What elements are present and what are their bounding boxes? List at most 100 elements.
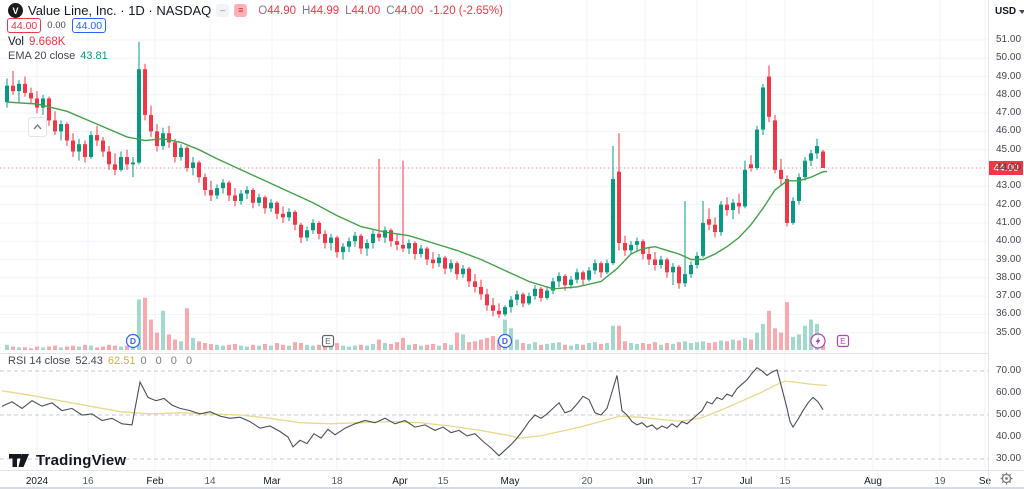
candle-body [197, 162, 201, 178]
volume-bar [41, 347, 45, 350]
volume-bar [455, 332, 459, 350]
time-axis-settings-button[interactable] [1000, 472, 1013, 489]
candle-body [245, 189, 249, 194]
candle-body [65, 124, 69, 141]
symbol-title[interactable]: Value Line, Inc. · 1D · NASDAQ [28, 3, 212, 18]
volume-bar [623, 341, 627, 350]
volume-bar [11, 346, 15, 350]
volume-bar [599, 343, 603, 350]
volume-bar [419, 345, 423, 350]
volume-bar [29, 348, 33, 350]
upcoming-earnings-icon[interactable] [836, 334, 850, 348]
volume-bar [371, 343, 375, 350]
dividend-marker-icon[interactable] [497, 333, 513, 349]
candle-body [767, 76, 771, 117]
volume-bar [491, 336, 495, 350]
volume-bar [761, 323, 765, 350]
candle-body [311, 222, 315, 231]
candle-body [251, 189, 255, 203]
candle-body [29, 92, 33, 99]
candle-body [305, 230, 309, 238]
dividend-marker-icon[interactable] [125, 333, 141, 349]
high-value: 44.99 [310, 4, 340, 17]
tradingview-mark-icon [9, 454, 29, 467]
volume-bar [53, 345, 57, 350]
ema-legend[interactable]: EMA 20 close 43.81 [8, 50, 108, 62]
candle-body [473, 281, 477, 287]
volume-bar [305, 344, 309, 350]
candle-body [173, 142, 177, 158]
volume-bar [749, 339, 753, 350]
candle-body [491, 305, 495, 311]
candle-body [629, 244, 633, 251]
collapse-chevron-button[interactable] [28, 117, 47, 137]
price-axis-label: 35.00 [996, 326, 1022, 338]
candle-body [353, 235, 357, 242]
menu-chip[interactable]: ≡ [234, 4, 248, 17]
time-axis-label: 15 [437, 476, 449, 487]
candle-body [617, 171, 621, 244]
candle-body [749, 164, 753, 168]
time-axis-label: Se [978, 476, 992, 487]
volume-bar [5, 344, 9, 350]
price-axis-border [988, 0, 989, 489]
candle-body [599, 263, 603, 273]
price-axis-label: 36.00 [996, 308, 1022, 320]
candle-body [371, 233, 375, 244]
candle-body [539, 288, 543, 298]
candle-body [119, 157, 123, 170]
candle-body [83, 144, 87, 158]
buy-button[interactable]: 44.00 [71, 18, 107, 33]
volume-bar [641, 343, 645, 350]
earnings-marker-icon[interactable] [321, 334, 335, 348]
volume-bar [347, 346, 351, 350]
candle-body [389, 230, 393, 242]
volume-bar [617, 325, 621, 350]
current-price-badge: 44.00 [989, 161, 1023, 175]
candle-body [107, 151, 111, 165]
volume-bar [317, 344, 321, 350]
candle-body [299, 224, 303, 238]
price-axis-label: 37.00 [996, 290, 1022, 302]
candle-body [185, 147, 189, 168]
volume-bar [689, 343, 693, 350]
volume-bar [233, 343, 237, 350]
volume-bar [581, 344, 585, 350]
candle-body [263, 197, 267, 209]
volume-bar [113, 345, 117, 350]
volume-legend[interactable]: Vol 9.668K [8, 36, 65, 48]
trade-buttons: 44.00 0.00 44.00 [7, 18, 107, 33]
candle-body [59, 124, 63, 132]
candle-body [503, 307, 507, 315]
sell-button[interactable]: 44.00 [7, 18, 42, 33]
volume-bar [713, 342, 717, 350]
ohlc-readout: O44.90 H44.99 L44.00 C44.00 -1.20 (-2.65… [258, 5, 503, 17]
lightning-bolt-icon [815, 337, 821, 345]
volume-bar [527, 343, 531, 350]
volume-bar [221, 345, 225, 350]
volume-bar [281, 344, 285, 350]
pane-separator[interactable] [0, 353, 988, 354]
candle-body [521, 294, 525, 304]
currency-selector[interactable]: USD [995, 6, 1024, 17]
candle-body [533, 288, 537, 297]
price-axis-label: 38.00 [996, 271, 1022, 283]
volume-bar [239, 345, 243, 350]
candle-body [209, 189, 213, 196]
rsi-legend[interactable]: RSI 14 close 52.43 62.51 0 0 0 0 [8, 355, 195, 367]
candle-body [17, 83, 21, 92]
tradingview-wordmark: TradingView [36, 452, 127, 469]
volume-bar [71, 345, 75, 350]
volume-bar [779, 332, 783, 350]
candle-body [47, 98, 51, 121]
minimize-legend-chip[interactable]: – [216, 4, 230, 17]
volume-bar [737, 340, 741, 350]
candle-body [581, 272, 585, 280]
tradingview-logo[interactable]: TradingView [8, 452, 126, 469]
volume-bar [59, 347, 63, 350]
volume-bar [425, 344, 429, 350]
symbol-logo[interactable]: V [8, 3, 23, 18]
price-axis-label: 50.00 [996, 52, 1022, 64]
